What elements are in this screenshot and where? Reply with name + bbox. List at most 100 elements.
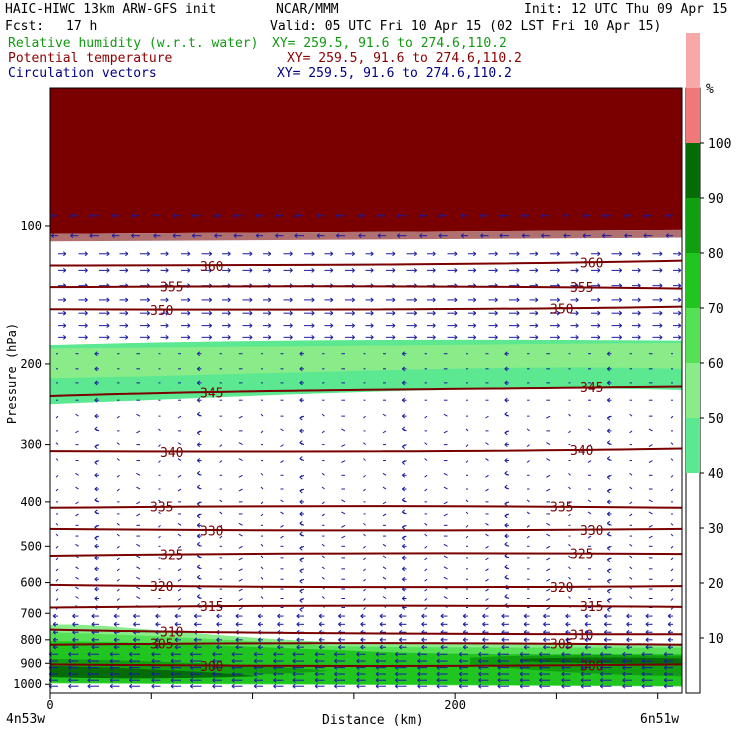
theta-label-305: 305 <box>150 638 173 653</box>
theta-label-350: 350 <box>150 304 173 319</box>
colorbar-swatch <box>686 198 700 253</box>
field-theta-xy: XY= 259.5, 91.6 to 274.6,110.2 <box>287 51 522 66</box>
theta-line-360 <box>49 259 683 267</box>
colorbar-swatch <box>686 33 700 88</box>
colorbar-swatch <box>686 143 700 198</box>
theta-label-330: 330 <box>200 524 223 539</box>
theta-label-310: 310 <box>160 626 183 641</box>
theta-line-345 <box>49 385 683 398</box>
theta-label-350: 350 <box>550 303 573 318</box>
theta-line-320 <box>49 583 683 589</box>
colorbar-label: 30 <box>708 522 724 537</box>
colorbar-label: 80 <box>708 247 724 262</box>
theta-label-345: 345 <box>200 386 223 401</box>
model-title: HAIC-HIWC 13km ARW-GFS init <box>5 2 217 17</box>
colorbar-label: 70 <box>708 302 724 317</box>
theta-line-355 <box>49 285 683 290</box>
y-tick-label: 200 <box>20 357 42 371</box>
theta-label-325: 325 <box>570 547 593 562</box>
x-left-end-label: 4n53w <box>6 712 46 727</box>
y-tick-label: 500 <box>20 539 42 553</box>
theta-line-340 <box>49 447 683 453</box>
theta-label-315: 315 <box>580 600 603 615</box>
theta-label-335: 335 <box>150 501 173 516</box>
theta-label-320: 320 <box>150 580 173 595</box>
colorbar-label: 100 <box>708 137 731 152</box>
theta-label-300: 300 <box>200 660 223 675</box>
theta-label-305: 305 <box>550 637 573 652</box>
theta-label-340: 340 <box>160 446 183 461</box>
valid-time: Valid: 05 UTC Fri 10 Apr 15 (02 LST Fri … <box>270 19 662 34</box>
rh-region-upper-core <box>50 342 682 379</box>
theta-contours: 370 370 360 360 355 355 350 350 345 345 340 340 335 3… <box>49 215 683 675</box>
field-vec-name: Circulation vectors <box>8 66 157 81</box>
theta-line-335 <box>49 505 683 509</box>
colorbar-label: 20 <box>708 577 724 592</box>
theta-label-370: 370 <box>550 215 573 230</box>
y-tick-label: 900 <box>20 656 42 670</box>
colorbar-swatch <box>686 308 700 363</box>
colorbar-label: 60 <box>708 357 724 372</box>
colorbar-swatch <box>686 253 700 308</box>
forecast-hour: 17 h <box>66 19 98 34</box>
theta-line-350 <box>49 305 683 311</box>
theta-line-305 <box>49 642 683 646</box>
theta-line-315 <box>49 604 683 609</box>
field-rh-name: Relative humidity (w.r.t. water) <box>8 36 259 51</box>
colorbar-swatch <box>686 418 700 473</box>
y-tick-label: 600 <box>20 576 42 590</box>
rh-region-edge <box>50 229 682 242</box>
y-axis-title: Pressure (hPa) <box>5 322 20 425</box>
y-tick-label: 700 <box>20 606 42 620</box>
y-tick-label: 100 <box>20 219 42 233</box>
theta-label-360: 360 <box>580 256 603 271</box>
theta-line-370 <box>49 219 683 223</box>
colorbar-label: 50 <box>708 412 724 427</box>
field-vec-xy: XY= 259.5, 91.6 to 274.6,110.2 <box>277 66 512 81</box>
field-rh-xy: XY= 259.5, 91.6 to 274.6,110.2 <box>272 36 507 51</box>
circulation-vectors <box>48 213 682 689</box>
theta-label-315: 315 <box>200 600 223 615</box>
theta-label-345: 345 <box>580 381 603 396</box>
theta-line-300 <box>49 663 683 667</box>
theta-line-310 <box>49 628 683 636</box>
colorbar-label: 40 <box>708 467 724 482</box>
colorbar-unit: % <box>706 82 714 97</box>
axes: 100 200 300 400 500 600 700 800 900 1000 0 200 <box>13 87 683 712</box>
rh-region-low-core-2 <box>50 665 260 679</box>
y-tick-label: 1000 <box>13 677 42 691</box>
theta-label-340: 340 <box>570 444 593 459</box>
y-tick-label: 800 <box>20 633 42 647</box>
theta-line-325 <box>49 552 683 557</box>
theta-label-300: 300 <box>580 659 603 674</box>
colorbar: 10 20 30 40 50 60 70 80 90 100 <box>685 33 731 694</box>
theta-line-330 <box>49 527 683 532</box>
x-axis-title: Distance (km) <box>322 713 424 728</box>
theta-label-355: 355 <box>570 281 593 296</box>
rh-shading <box>50 88 682 693</box>
colorbar-swatch <box>686 88 700 143</box>
y-tick-label: 300 <box>20 438 42 452</box>
theta-label-360: 360 <box>200 260 223 275</box>
plot-frame <box>49 87 683 694</box>
forecast-label: Fcst: <box>5 19 45 34</box>
colorbar-swatch <box>686 363 700 418</box>
theta-label-310: 310 <box>570 629 593 644</box>
field-theta-name: Potential temperature <box>8 51 173 66</box>
theta-label-335: 335 <box>550 500 573 515</box>
theta-label-370: 370 <box>150 215 173 230</box>
colorbar-label: 90 <box>708 192 724 207</box>
theta-label-320: 320 <box>550 581 573 596</box>
org-label: NCAR/MMM <box>276 2 339 17</box>
init-time: Init: 12 UTC Thu 09 Apr 15 <box>524 2 728 17</box>
theta-label-355: 355 <box>160 280 183 295</box>
x-tick-label: 0 <box>46 698 53 712</box>
theta-label-325: 325 <box>160 549 183 564</box>
rh-region-high <box>50 88 682 234</box>
colorbar-label: 10 <box>708 632 724 647</box>
x-right-end-label: 6n51w <box>640 712 680 727</box>
y-tick-label: 400 <box>20 495 42 509</box>
theta-label-330: 330 <box>580 524 603 539</box>
x-tick-label: 200 <box>444 698 466 712</box>
